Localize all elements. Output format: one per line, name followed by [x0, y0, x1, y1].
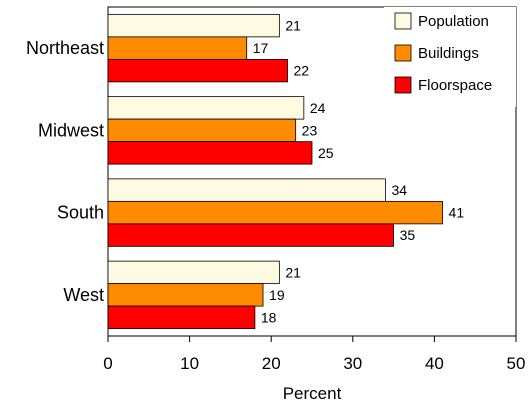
data-label-floorspace-west: 18	[261, 309, 277, 325]
data-label-buildings-northeast: 17	[253, 40, 269, 56]
x-axis-ticks-group: 0 10 20 30 40 50	[103, 336, 525, 373]
legend-swatch-floorspace	[394, 76, 412, 94]
category-label-west: West	[63, 285, 104, 305]
legend-swatch-population	[394, 12, 412, 30]
legend-label-population: Population	[418, 13, 489, 30]
data-label-population-northeast: 21	[285, 18, 301, 34]
x-tick-label: 20	[262, 354, 281, 373]
data-label-buildings-midwest: 23	[302, 122, 318, 138]
legend: Population Buildings Floorspace	[384, 7, 516, 107]
data-label-population-south: 34	[391, 182, 407, 198]
x-tick-label: 50	[507, 354, 526, 373]
x-tick-label: 30	[343, 354, 362, 373]
x-tick-label: 0	[103, 354, 112, 373]
data-label-floorspace-northeast: 22	[294, 63, 310, 79]
x-tick-label: 10	[180, 354, 199, 373]
category-label-midwest: Midwest	[38, 120, 104, 140]
plot-border	[107, 6, 517, 337]
category-label-south: South	[57, 203, 104, 223]
bar-floorspace-northeast	[107, 58, 288, 83]
category-labels-group: Northeast Midwest South West	[26, 38, 104, 305]
bar-population-midwest	[107, 96, 305, 120]
legend-swatch-buildings	[394, 44, 412, 62]
bar-buildings-midwest	[107, 118, 297, 143]
data-label-floorspace-south: 35	[400, 227, 416, 243]
bar-buildings-northeast	[107, 36, 248, 60]
x-tick-label: 40	[425, 354, 444, 373]
data-label-floorspace-midwest: 25	[318, 145, 334, 161]
bar-floorspace-midwest	[107, 141, 313, 165]
data-label-buildings-west: 19	[269, 287, 285, 303]
bar-floorspace-south	[107, 223, 395, 247]
bar-floorspace-west	[107, 305, 256, 330]
bar-buildings-south	[107, 200, 443, 225]
data-label-buildings-south: 41	[449, 205, 465, 221]
category-label-northeast: Northeast	[26, 38, 104, 58]
bar-population-west	[107, 260, 280, 285]
data-label-population-west: 21	[285, 264, 301, 280]
legend-label-floorspace: Floorspace	[418, 77, 492, 94]
plot-frame	[107, 6, 517, 337]
bar-population-south	[107, 178, 386, 202]
bars-group	[107, 13, 443, 330]
x-axis-title: Percent	[283, 384, 342, 403]
bar-buildings-west	[107, 283, 264, 307]
data-label-population-midwest: 24	[310, 100, 326, 116]
bar-population-northeast	[107, 13, 280, 38]
legend-label-buildings: Buildings	[418, 45, 479, 62]
